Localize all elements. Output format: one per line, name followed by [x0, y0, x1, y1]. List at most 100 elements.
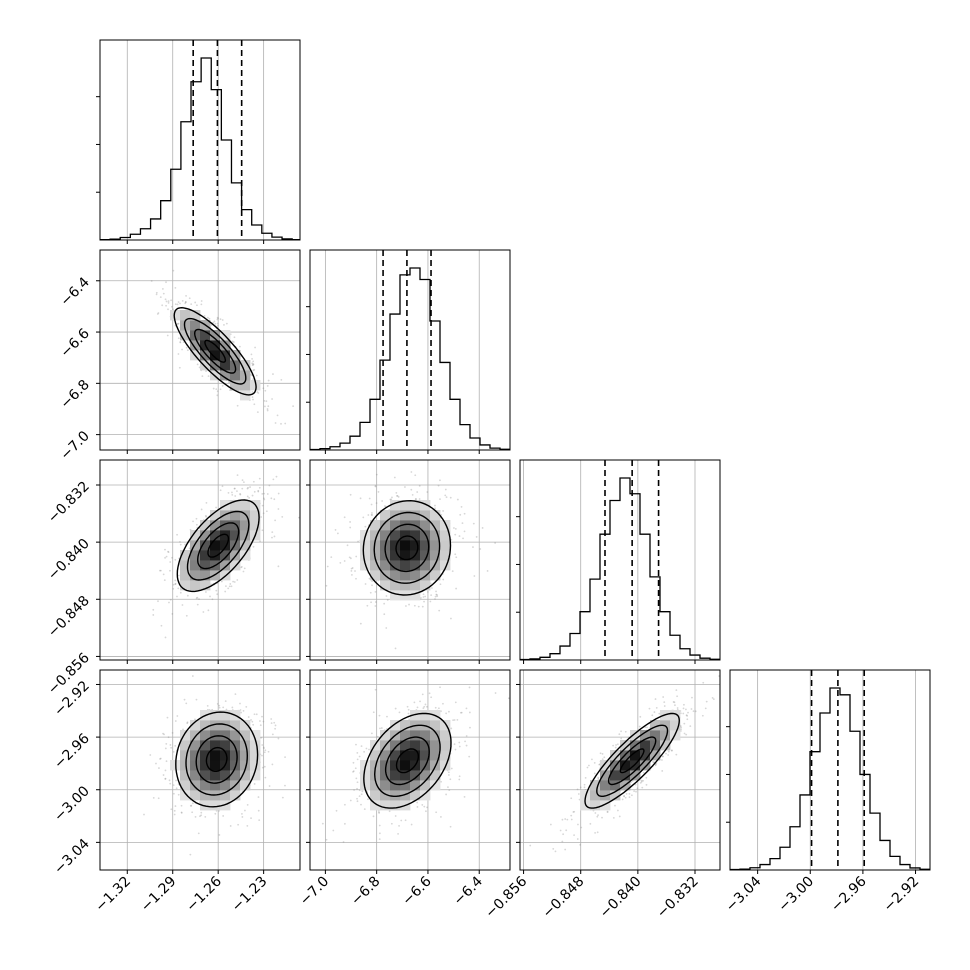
- sample-point: [397, 832, 399, 835]
- sample-point: [172, 308, 174, 311]
- sample-point: [631, 780, 634, 782]
- sample-point: [233, 487, 236, 490]
- sample-point: [171, 556, 173, 559]
- sample-point: [256, 391, 259, 393]
- contour-line: [183, 317, 247, 385]
- sample-point: [259, 540, 261, 543]
- density-cell: [420, 750, 431, 761]
- sample-point: [601, 752, 604, 755]
- contour-line: [395, 748, 419, 774]
- sample-point: [159, 757, 162, 760]
- sample-point: [679, 712, 682, 715]
- sample-point: [413, 604, 416, 607]
- sample-point: [473, 575, 476, 577]
- sample-point: [453, 527, 455, 529]
- sample-point: [251, 391, 254, 393]
- sample-point: [385, 595, 388, 597]
- density-cell: [400, 550, 411, 561]
- sample-point: [261, 492, 264, 495]
- sample-point: [655, 706, 658, 709]
- sample-point: [195, 517, 198, 520]
- contour-line: [373, 724, 441, 797]
- sample-point: [436, 595, 439, 598]
- density-cell: [200, 330, 211, 341]
- density-cell: [210, 550, 221, 561]
- density-cell: [240, 530, 251, 541]
- sample-point: [152, 796, 155, 799]
- sample-point: [479, 548, 482, 550]
- sample-point: [468, 711, 471, 714]
- sample-point: [378, 714, 381, 717]
- sample-point: [564, 848, 567, 851]
- sample-point: [216, 394, 219, 397]
- sample-point: [325, 584, 328, 587]
- sample-point: [216, 390, 219, 393]
- sample-point: [370, 601, 372, 604]
- sample-point: [375, 473, 378, 476]
- sample-point: [430, 594, 433, 597]
- x-tick-label: −0.832: [654, 874, 702, 922]
- sample-point: [182, 728, 184, 731]
- sample-point: [630, 794, 633, 797]
- sample-point: [165, 300, 168, 303]
- density-cell: [180, 560, 191, 571]
- density-cell: [250, 380, 261, 391]
- x-tick-label: −6.8: [348, 874, 383, 909]
- density-cell: [390, 560, 401, 571]
- sample-point: [356, 758, 359, 761]
- sample-point: [321, 822, 324, 825]
- sample-point: [174, 582, 177, 585]
- sample-point: [200, 814, 203, 817]
- sample-point: [437, 665, 439, 667]
- sample-point: [190, 804, 193, 807]
- sample-point: [219, 388, 222, 391]
- density-cell: [380, 580, 391, 591]
- sample-point: [252, 363, 255, 366]
- sample-point: [210, 583, 213, 586]
- sample-point: [434, 598, 436, 600]
- sample-point: [370, 732, 373, 735]
- sample-point: [246, 824, 249, 827]
- sample-point: [379, 727, 381, 730]
- density-cell: [590, 800, 601, 811]
- density-cell: [400, 530, 411, 541]
- sample-point: [690, 708, 693, 710]
- sample-point: [219, 489, 222, 492]
- sample-point: [414, 498, 417, 501]
- density-cell: [620, 760, 631, 771]
- sample-point: [565, 829, 568, 832]
- x-tick-label: −7.0: [297, 874, 332, 909]
- sample-point: [165, 555, 168, 558]
- sample-point: [371, 580, 373, 583]
- density-cell: [210, 710, 221, 721]
- sample-point: [363, 808, 366, 811]
- sample-point: [354, 570, 356, 572]
- sample-point: [494, 542, 497, 544]
- density-cell: [210, 530, 221, 541]
- density-cell: [430, 520, 441, 531]
- panel-frame: [99, 459, 301, 661]
- sample-point: [196, 363, 199, 366]
- sample-point: [256, 411, 259, 414]
- density-cell: [250, 750, 261, 761]
- sample-point: [318, 494, 320, 496]
- sample-point: [654, 764, 657, 767]
- sample-point: [426, 591, 429, 593]
- pair-panel-p0-p3: −1.32 −1.29 −1.26 −1.23−3.04−3.00−2.96−2.92: [51, 669, 301, 915]
- sample-point: [237, 823, 240, 826]
- sample-point: [577, 823, 579, 826]
- sample-point: [426, 491, 429, 493]
- sample-point: [458, 775, 461, 778]
- sample-point: [447, 774, 450, 776]
- sample-point: [405, 605, 407, 607]
- sample-point: [192, 520, 194, 523]
- sample-point: [371, 514, 373, 516]
- sample-point: [207, 609, 210, 612]
- sample-point: [167, 736, 170, 739]
- sample-point: [240, 711, 242, 714]
- density-cell: [240, 780, 251, 791]
- density-cell: [200, 780, 211, 791]
- sample-point: [667, 754, 670, 756]
- density-cell: [420, 790, 431, 801]
- sample-point: [335, 809, 338, 812]
